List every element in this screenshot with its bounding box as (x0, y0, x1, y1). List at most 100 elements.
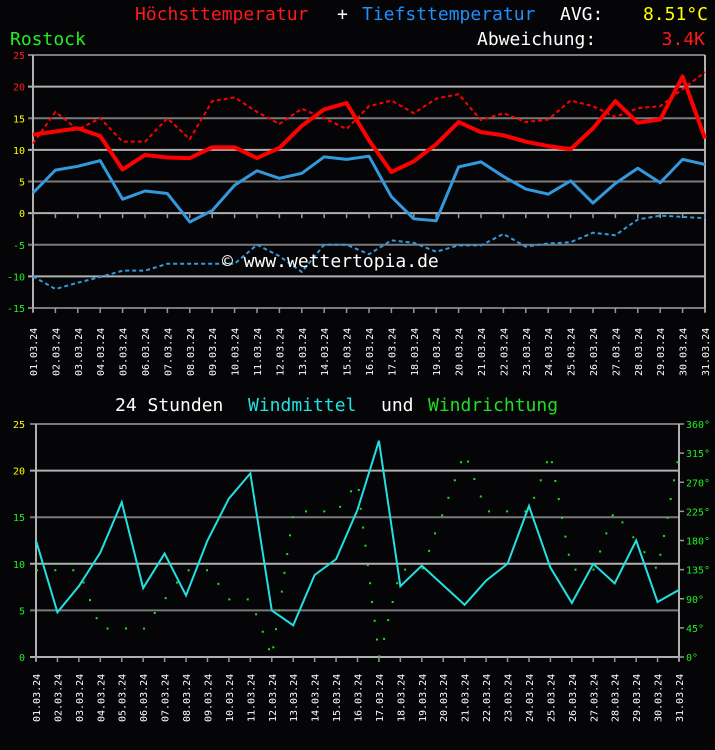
x-tick-label: 03.03.24 (75, 674, 86, 722)
y-tick-label: 15 (13, 513, 25, 524)
x-tick-label: 13.03.24 (289, 674, 300, 722)
x-tick-label: 16.03.24 (354, 674, 365, 722)
wind-direction-dot (359, 507, 362, 510)
wind-direction-dot (275, 628, 278, 631)
wind-direction-dot (261, 630, 264, 633)
wind-direction-dot (376, 638, 379, 641)
wind-direction-dot (441, 514, 444, 517)
x-tick-label: 04.03.24 (96, 328, 107, 376)
x-tick-label: 05.03.24 (119, 328, 130, 376)
x-tick-label: 15.03.24 (332, 674, 343, 722)
wind-direction-dot (605, 532, 608, 535)
wind-direction-dot (453, 479, 456, 482)
wind-direction-dot (255, 613, 258, 616)
wind-direction-dot (82, 581, 85, 584)
x-tick-label: 28.03.24 (634, 328, 645, 376)
x-tick-label: 20.03.24 (439, 674, 450, 722)
avg-value: 8.51°C (643, 4, 708, 25)
wind-direction-dot (421, 567, 424, 570)
x-tick-label: 17.03.24 (375, 674, 386, 722)
x-tick-label: 02.03.24 (51, 328, 62, 376)
wind-direction-dot (36, 569, 39, 572)
y-tick-label: 25 (13, 420, 25, 431)
x-tick-label: 30.03.24 (679, 328, 690, 376)
wind-direction-dot (350, 490, 353, 493)
wind-direction-dot (288, 534, 291, 537)
x-tick-label: 06.03.24 (141, 328, 152, 376)
x-tick-label: 26.03.24 (568, 674, 579, 722)
x-tick-label: 29.03.24 (656, 328, 667, 376)
wind-direction-dot (560, 516, 563, 519)
wind-title-windmittel: Windmittel (248, 395, 356, 416)
y-tick-label: 20 (13, 467, 25, 478)
x-tick-label: 31.03.24 (701, 328, 712, 376)
wind-direction-dot (373, 619, 376, 622)
x-tick-label: 14.03.24 (311, 674, 322, 722)
x-tick-label: 22.03.24 (499, 328, 510, 376)
x-tick-label: 27.03.24 (611, 328, 622, 376)
wind-direction-dot (387, 619, 390, 622)
x-tick-label: 07.03.24 (161, 674, 172, 722)
wind-direction-dot (621, 521, 624, 524)
location-name: Rostock (10, 29, 86, 50)
x-tick-label: 24.03.24 (544, 328, 555, 376)
x-tick-label: 19.03.24 (418, 674, 429, 722)
wind-direction-dot (404, 568, 407, 571)
x-tick-label: 24.03.24 (525, 674, 536, 722)
x-tick-label: 12.03.24 (268, 674, 279, 722)
wind-direction-dot (506, 510, 509, 513)
wind-direction-dot (217, 582, 220, 585)
x-tick-label: 11.03.24 (246, 674, 257, 722)
y-tick-label: 0 (19, 653, 25, 664)
wind-direction-dot (557, 498, 560, 501)
wind-direction-dot (447, 496, 450, 499)
wind-direction-dot (125, 627, 128, 630)
x-tick-label: 06.03.24 (139, 674, 150, 722)
deviation-label: Abweichung: (477, 29, 596, 50)
wind-direction-dot (396, 582, 399, 585)
wind-direction-dot (467, 460, 470, 463)
wind-direction-dot (592, 568, 595, 571)
y-tick-label: 20 (13, 83, 25, 94)
deviation-value: 3.4K (662, 29, 706, 50)
x-tick-label: 18.03.24 (396, 674, 407, 722)
x-tick-label: 27.03.24 (589, 674, 600, 722)
wind-direction-dot (533, 496, 536, 499)
wind-direction-dot (554, 479, 557, 482)
y-tick-label: 10 (13, 560, 25, 571)
y2-tick-label: 315° (686, 449, 710, 460)
x-tick-label: 16.03.24 (365, 328, 376, 376)
x-tick-label: 10.03.24 (231, 328, 242, 376)
wind-direction-dot (72, 569, 75, 572)
wind-direction-dot (280, 590, 283, 593)
wind-direction-dot (323, 510, 326, 513)
x-tick-label: 11.03.24 (253, 328, 264, 376)
x-tick-label: 18.03.24 (410, 328, 421, 376)
wind-direction-dot (567, 553, 570, 556)
x-tick-label: 08.03.24 (182, 674, 193, 722)
x-tick-label: 23.03.24 (522, 328, 533, 376)
wind-direction-dot (106, 627, 109, 630)
x-tick-label: 14.03.24 (320, 328, 331, 376)
x-tick-label: 03.03.24 (74, 328, 85, 376)
x-tick-label: 20.03.24 (455, 328, 466, 376)
wind-direction-dot (479, 495, 482, 498)
y-tick-label: 5 (19, 606, 25, 617)
title-low: Tiefsttemperatur (362, 4, 536, 25)
x-tick-label: 28.03.24 (611, 674, 622, 722)
wind-direction-dot (564, 535, 567, 538)
wind-title-windrichtung: Windrichtung (428, 395, 558, 416)
wind-direction-dot (143, 627, 146, 630)
wind-direction-dot (228, 598, 231, 601)
title-plus: + (337, 4, 348, 25)
wind-direction-dot (391, 600, 394, 603)
wind-direction-dot (362, 526, 365, 529)
x-tick-label: 23.03.24 (504, 674, 515, 722)
wind-direction-dot (669, 498, 672, 501)
x-tick-label: 13.03.24 (298, 328, 309, 376)
wind-direction-dot (676, 461, 679, 464)
wind-direction-dot (488, 510, 491, 513)
x-tick-label: 09.03.24 (203, 674, 214, 722)
wind-direction-dot (89, 599, 92, 602)
x-tick-label: 19.03.24 (432, 328, 443, 376)
